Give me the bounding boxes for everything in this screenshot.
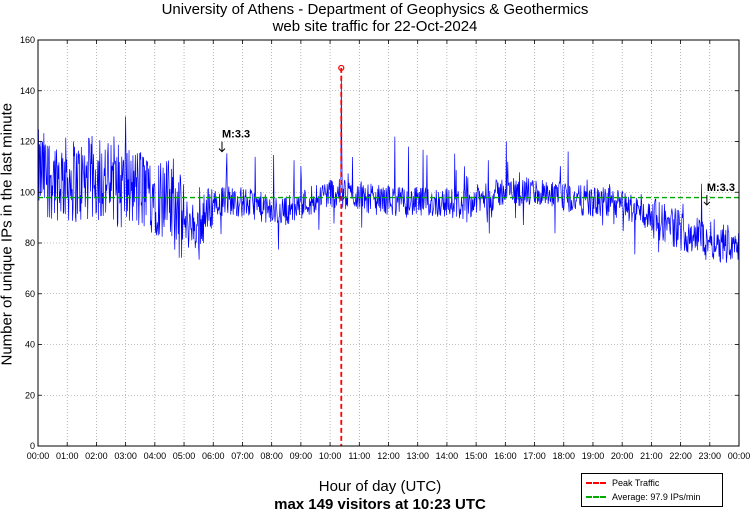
x-tick-label: 04:00 <box>144 451 167 461</box>
y-tick-label: 20 <box>25 390 35 400</box>
average-swatch <box>586 496 606 498</box>
x-tick-label: 03:00 <box>114 451 137 461</box>
x-tick-label: 10:00 <box>319 451 342 461</box>
event-annotation-label: M:3.3 <box>222 129 250 141</box>
x-tick-label: 23:00 <box>699 451 722 461</box>
legend: Peak Traffic Average: 97.9 IPs/min <box>581 473 723 507</box>
plot-frame <box>37 39 740 447</box>
y-tick-label: 100 <box>20 187 35 197</box>
x-axis-label: Hour of day (UTC) <box>318 478 442 495</box>
x-tick-label: 19:00 <box>582 451 605 461</box>
x-tick-label: 18:00 <box>552 451 575 461</box>
x-tick-label: 15:00 <box>465 451 488 461</box>
y-tick-label: 40 <box>25 340 35 350</box>
x-tick-label: 00:00 <box>728 451 750 461</box>
x-tick-label: 00:00 <box>27 451 50 461</box>
x-tick-label: 17:00 <box>523 451 546 461</box>
legend-item-average: Average: 97.9 IPs/min <box>586 491 700 503</box>
x-tick-label: 09:00 <box>290 451 313 461</box>
x-tick-label: 13:00 <box>406 451 429 461</box>
legend-peak-label: Peak Traffic <box>612 478 660 488</box>
x-tick-label: 05:00 <box>173 451 196 461</box>
x-tick-label: 07:00 <box>231 451 254 461</box>
x-tick-label: 20:00 <box>611 451 634 461</box>
x-tick-label: 14:00 <box>436 451 459 461</box>
x-tick-label: 01:00 <box>56 451 79 461</box>
chart-title-line1: University of Athens - Department of Geo… <box>161 1 589 18</box>
peak-swatch <box>586 482 606 484</box>
event-arrow-head <box>218 148 226 153</box>
peak-marker <box>338 64 345 72</box>
x-tick-label: 21:00 <box>640 451 663 461</box>
y-tick-label: 140 <box>20 86 35 96</box>
annotations: M:3.3 M:3.3 <box>218 129 735 206</box>
y-tick-label: 60 <box>25 289 35 299</box>
reference-lines <box>38 64 739 446</box>
y-tick-label: 0 <box>30 441 35 451</box>
x-tick-label: 12:00 <box>377 451 400 461</box>
y-tick-label: 160 <box>20 35 35 45</box>
event-annotation-label: M:3.3 <box>707 182 735 194</box>
x-tick-label: 11:00 <box>348 451 370 461</box>
traffic-line <box>37 75 740 264</box>
x-tick-label: 22:00 <box>669 451 692 461</box>
peak-summary: max 149 visitors at 10:23 UTC <box>274 496 486 513</box>
x-tick-label: 02:00 <box>85 451 108 461</box>
y-tick-label: 80 <box>25 238 35 248</box>
axes: 00:00 01:00 02:00 03:00 04:00 05:00 06:00 07:00… <box>20 35 750 461</box>
grid-lines <box>38 40 739 446</box>
x-tick-label: 06:00 <box>202 451 225 461</box>
legend-average-label: Average: 97.9 IPs/min <box>612 492 701 502</box>
x-tick-label: 08:00 <box>260 451 283 461</box>
event-arrow-head <box>703 201 711 206</box>
x-tick-label: 16:00 <box>494 451 517 461</box>
legend-item-peak: Peak Traffic <box>586 477 659 489</box>
chart-title-line2: web site traffic for 22-Oct-2024 <box>272 18 478 35</box>
y-tick-label: 120 <box>20 137 35 147</box>
traffic-series <box>37 75 740 264</box>
